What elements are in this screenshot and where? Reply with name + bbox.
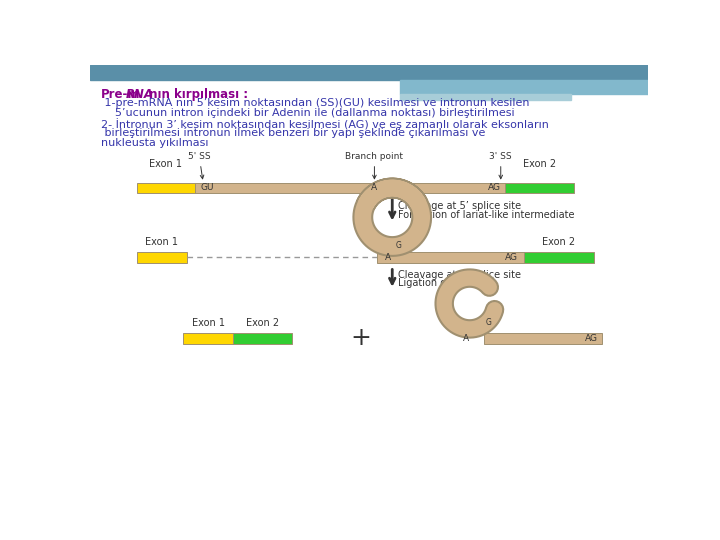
Text: Cleavage at 5’ splice site: Cleavage at 5’ splice site bbox=[398, 201, 521, 211]
Text: Exon 2: Exon 2 bbox=[246, 318, 279, 328]
Text: Formation of lariat-like intermediate: Formation of lariat-like intermediate bbox=[398, 210, 575, 220]
Text: birleştirilmesi intronun ilmek benzeri bir yapı şeklinde çıkarılması ve: birleştirilmesi intronun ilmek benzeri b… bbox=[101, 128, 485, 138]
Text: 5’ucunun intron içindeki bir Adenin ile (dallanma noktası) birleştirilmesi: 5’ucunun intron içindeki bir Adenin ile … bbox=[101, 108, 515, 118]
Text: GU: GU bbox=[201, 184, 215, 192]
Text: A: A bbox=[463, 334, 469, 343]
Text: Exon 1: Exon 1 bbox=[145, 237, 178, 247]
Text: 5' SS: 5' SS bbox=[188, 152, 210, 179]
Text: G: G bbox=[485, 318, 491, 327]
Text: Cleavage at 3’ splice site: Cleavage at 3’ splice site bbox=[398, 269, 521, 280]
Bar bbox=[524, 252, 594, 262]
Bar bbox=[233, 333, 292, 343]
Text: A: A bbox=[385, 253, 392, 262]
Bar bbox=[90, 65, 648, 80]
Text: A: A bbox=[372, 184, 377, 192]
Text: 2- İntronun 3’ kesim noktasından kesilmesi (AG) ve eş zamanlı olarak eksonların: 2- İntronun 3’ kesim noktasından kesilme… bbox=[101, 118, 549, 130]
Bar bbox=[377, 252, 524, 262]
Bar bbox=[194, 183, 505, 193]
Bar bbox=[400, 94, 570, 100]
Text: Ligation of exons: Ligation of exons bbox=[398, 278, 482, 288]
Bar bbox=[400, 80, 648, 94]
Text: Branch point: Branch point bbox=[346, 152, 403, 179]
Bar bbox=[505, 183, 575, 193]
Text: Exon 2: Exon 2 bbox=[523, 159, 556, 168]
Text: 1-pre-mRNA nın 5’kesim noktasından (SS)(GU) kesilmesi ve intronun kesilen: 1-pre-mRNA nın 5’kesim noktasından (SS)(… bbox=[101, 98, 529, 108]
Text: G: G bbox=[395, 241, 401, 249]
Text: AG: AG bbox=[505, 253, 518, 262]
Text: Exon 1: Exon 1 bbox=[149, 159, 182, 168]
Text: Exon 1: Exon 1 bbox=[192, 318, 225, 328]
Bar bbox=[137, 252, 187, 262]
Bar bbox=[183, 333, 233, 343]
Text: 3' SS: 3' SS bbox=[490, 152, 512, 179]
Text: RNA: RNA bbox=[126, 88, 153, 101]
Text: +: + bbox=[351, 326, 372, 350]
Text: Exon 2: Exon 2 bbox=[542, 237, 575, 247]
Bar bbox=[484, 333, 601, 343]
Text: AG: AG bbox=[487, 184, 500, 192]
Text: nukleusta yıkılması: nukleusta yıkılması bbox=[101, 138, 208, 148]
Bar bbox=[137, 183, 194, 193]
Text: AG: AG bbox=[585, 334, 598, 343]
Text: Pre-m: Pre-m bbox=[101, 88, 140, 101]
Text: nın kırpılması :: nın kırpılması : bbox=[145, 88, 248, 101]
